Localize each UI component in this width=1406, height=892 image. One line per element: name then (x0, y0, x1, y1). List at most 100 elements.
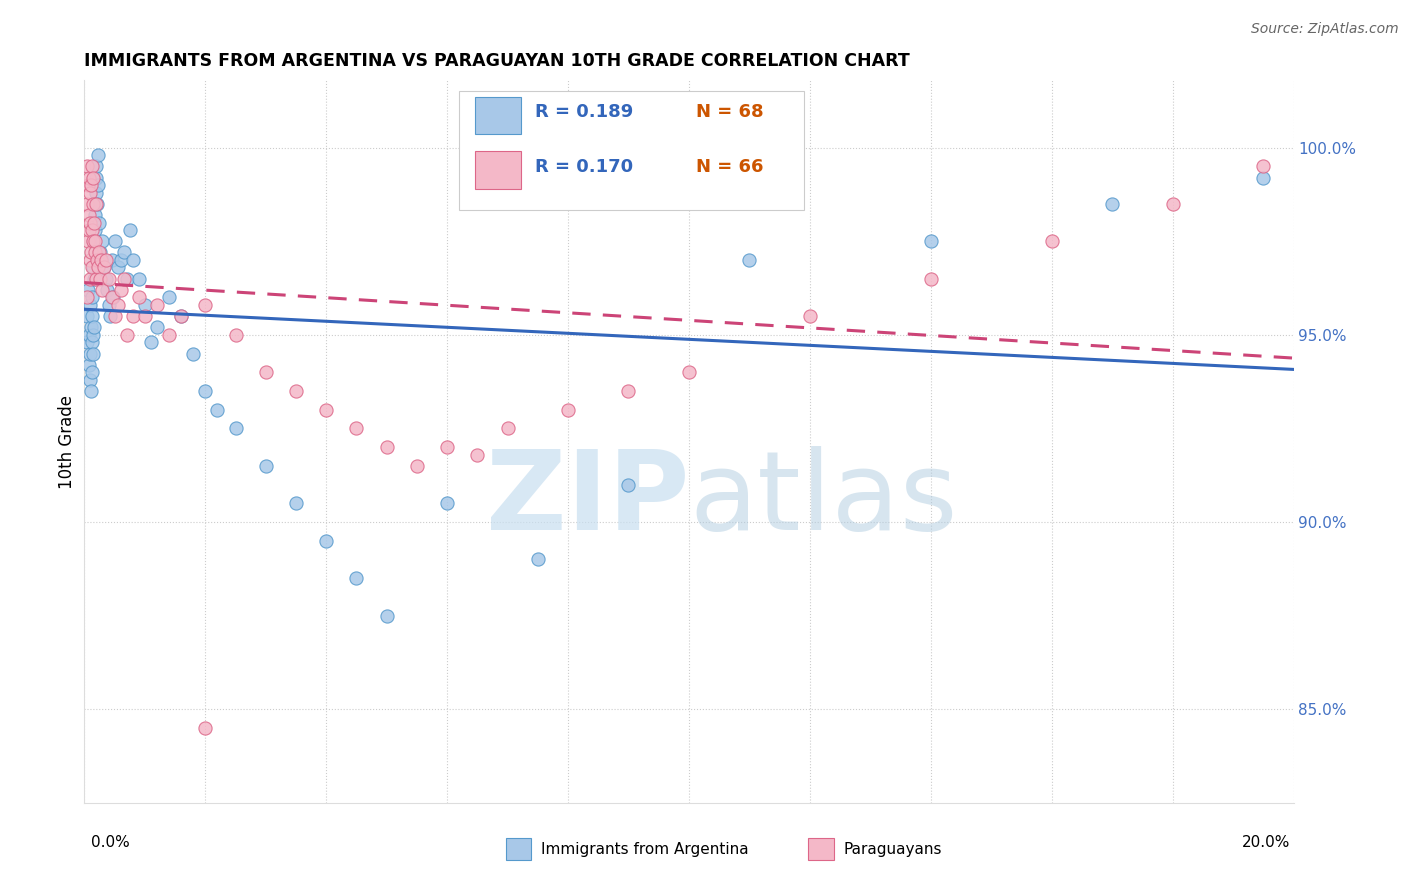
Point (527, 552, 550, 566)
Point (76, 309, 98, 323)
Point (110, 283, 132, 297)
Point (157, 327, 180, 342)
Point (436, 496, 458, 510)
Point (80, 384, 103, 398)
Point (103, 290, 125, 304)
Point (738, 252, 761, 267)
Point (194, 721, 217, 735)
Point (100, 290, 122, 304)
Point (91, 234, 114, 248)
Point (82, 196, 104, 211)
Point (94, 252, 117, 267)
Point (77, 178, 100, 193)
Text: Paraguayans: Paraguayans (844, 842, 942, 856)
Text: IMMIGRANTS FROM ARGENTINA VS PARAGUAYAN 10TH GRADE CORRELATION CHART: IMMIGRANTS FROM ARGENTINA VS PARAGUAYAN … (84, 53, 910, 70)
Point (80, 160, 103, 174)
Point (557, 402, 579, 417)
Point (315, 533, 337, 548)
Point (90, 252, 112, 267)
Point (170, 309, 193, 323)
Point (79, 271, 101, 285)
Point (84, 196, 107, 211)
Point (80, 365, 103, 379)
Point (617, 384, 640, 398)
Point (346, 421, 368, 435)
Point (80, 245, 103, 260)
Point (86, 178, 108, 193)
Point (77, 358, 100, 372)
Point (920, 271, 942, 285)
Point (97, 271, 120, 285)
Point (170, 309, 193, 323)
Point (89, 215, 111, 229)
Point (104, 234, 127, 248)
Point (83, 223, 105, 237)
Point (1040, 234, 1063, 248)
Point (920, 234, 942, 248)
Point (146, 298, 169, 312)
Point (84, 234, 107, 248)
Text: N = 66: N = 66 (696, 158, 763, 177)
Point (82, 170, 104, 185)
Point (115, 327, 138, 342)
Point (181, 346, 204, 360)
Point (79, 373, 101, 387)
Text: 0.0%: 0.0% (91, 836, 131, 850)
Point (121, 309, 143, 323)
Point (83, 271, 105, 285)
Text: 20.0%: 20.0% (1243, 836, 1291, 850)
Point (98, 309, 121, 323)
Point (82, 260, 104, 275)
Point (115, 271, 138, 285)
Point (82, 327, 104, 342)
Bar (475, 151, 520, 189)
Point (225, 327, 247, 342)
Point (1101, 196, 1123, 211)
Point (1161, 196, 1184, 211)
Point (79, 186, 101, 200)
Point (86, 260, 108, 275)
Point (77, 234, 100, 248)
Text: R = 0.189: R = 0.189 (536, 103, 634, 121)
Point (97, 298, 120, 312)
Point (82, 309, 104, 323)
Point (128, 271, 150, 285)
Point (315, 402, 337, 417)
Point (86, 170, 108, 185)
Y-axis label: 10th Grade: 10th Grade (58, 394, 76, 489)
Point (617, 477, 640, 491)
Point (110, 252, 132, 267)
Point (157, 290, 180, 304)
Point (96, 283, 118, 297)
Point (134, 298, 156, 312)
Point (112, 245, 135, 260)
Point (346, 571, 368, 585)
Text: R = 0.170: R = 0.170 (536, 158, 634, 177)
Point (375, 608, 398, 623)
Point (467, 448, 489, 462)
Point (436, 440, 458, 454)
Point (77, 327, 100, 342)
Point (107, 298, 129, 312)
Point (94, 271, 117, 285)
Text: ZIP: ZIP (485, 446, 689, 553)
Point (86, 160, 108, 174)
Point (93, 260, 115, 275)
Text: atlas: atlas (689, 446, 957, 553)
Point (84, 186, 107, 200)
Point (76, 335, 98, 350)
Point (207, 402, 229, 417)
Point (496, 421, 519, 435)
Point (82, 335, 104, 350)
Point (80, 178, 103, 193)
Point (86, 252, 108, 267)
Point (100, 252, 122, 267)
Point (80, 290, 103, 304)
Point (82, 346, 104, 360)
Point (254, 365, 277, 379)
Bar (475, 97, 520, 135)
Point (82, 234, 104, 248)
Point (254, 458, 277, 473)
Point (90, 252, 112, 267)
Point (83, 320, 105, 334)
